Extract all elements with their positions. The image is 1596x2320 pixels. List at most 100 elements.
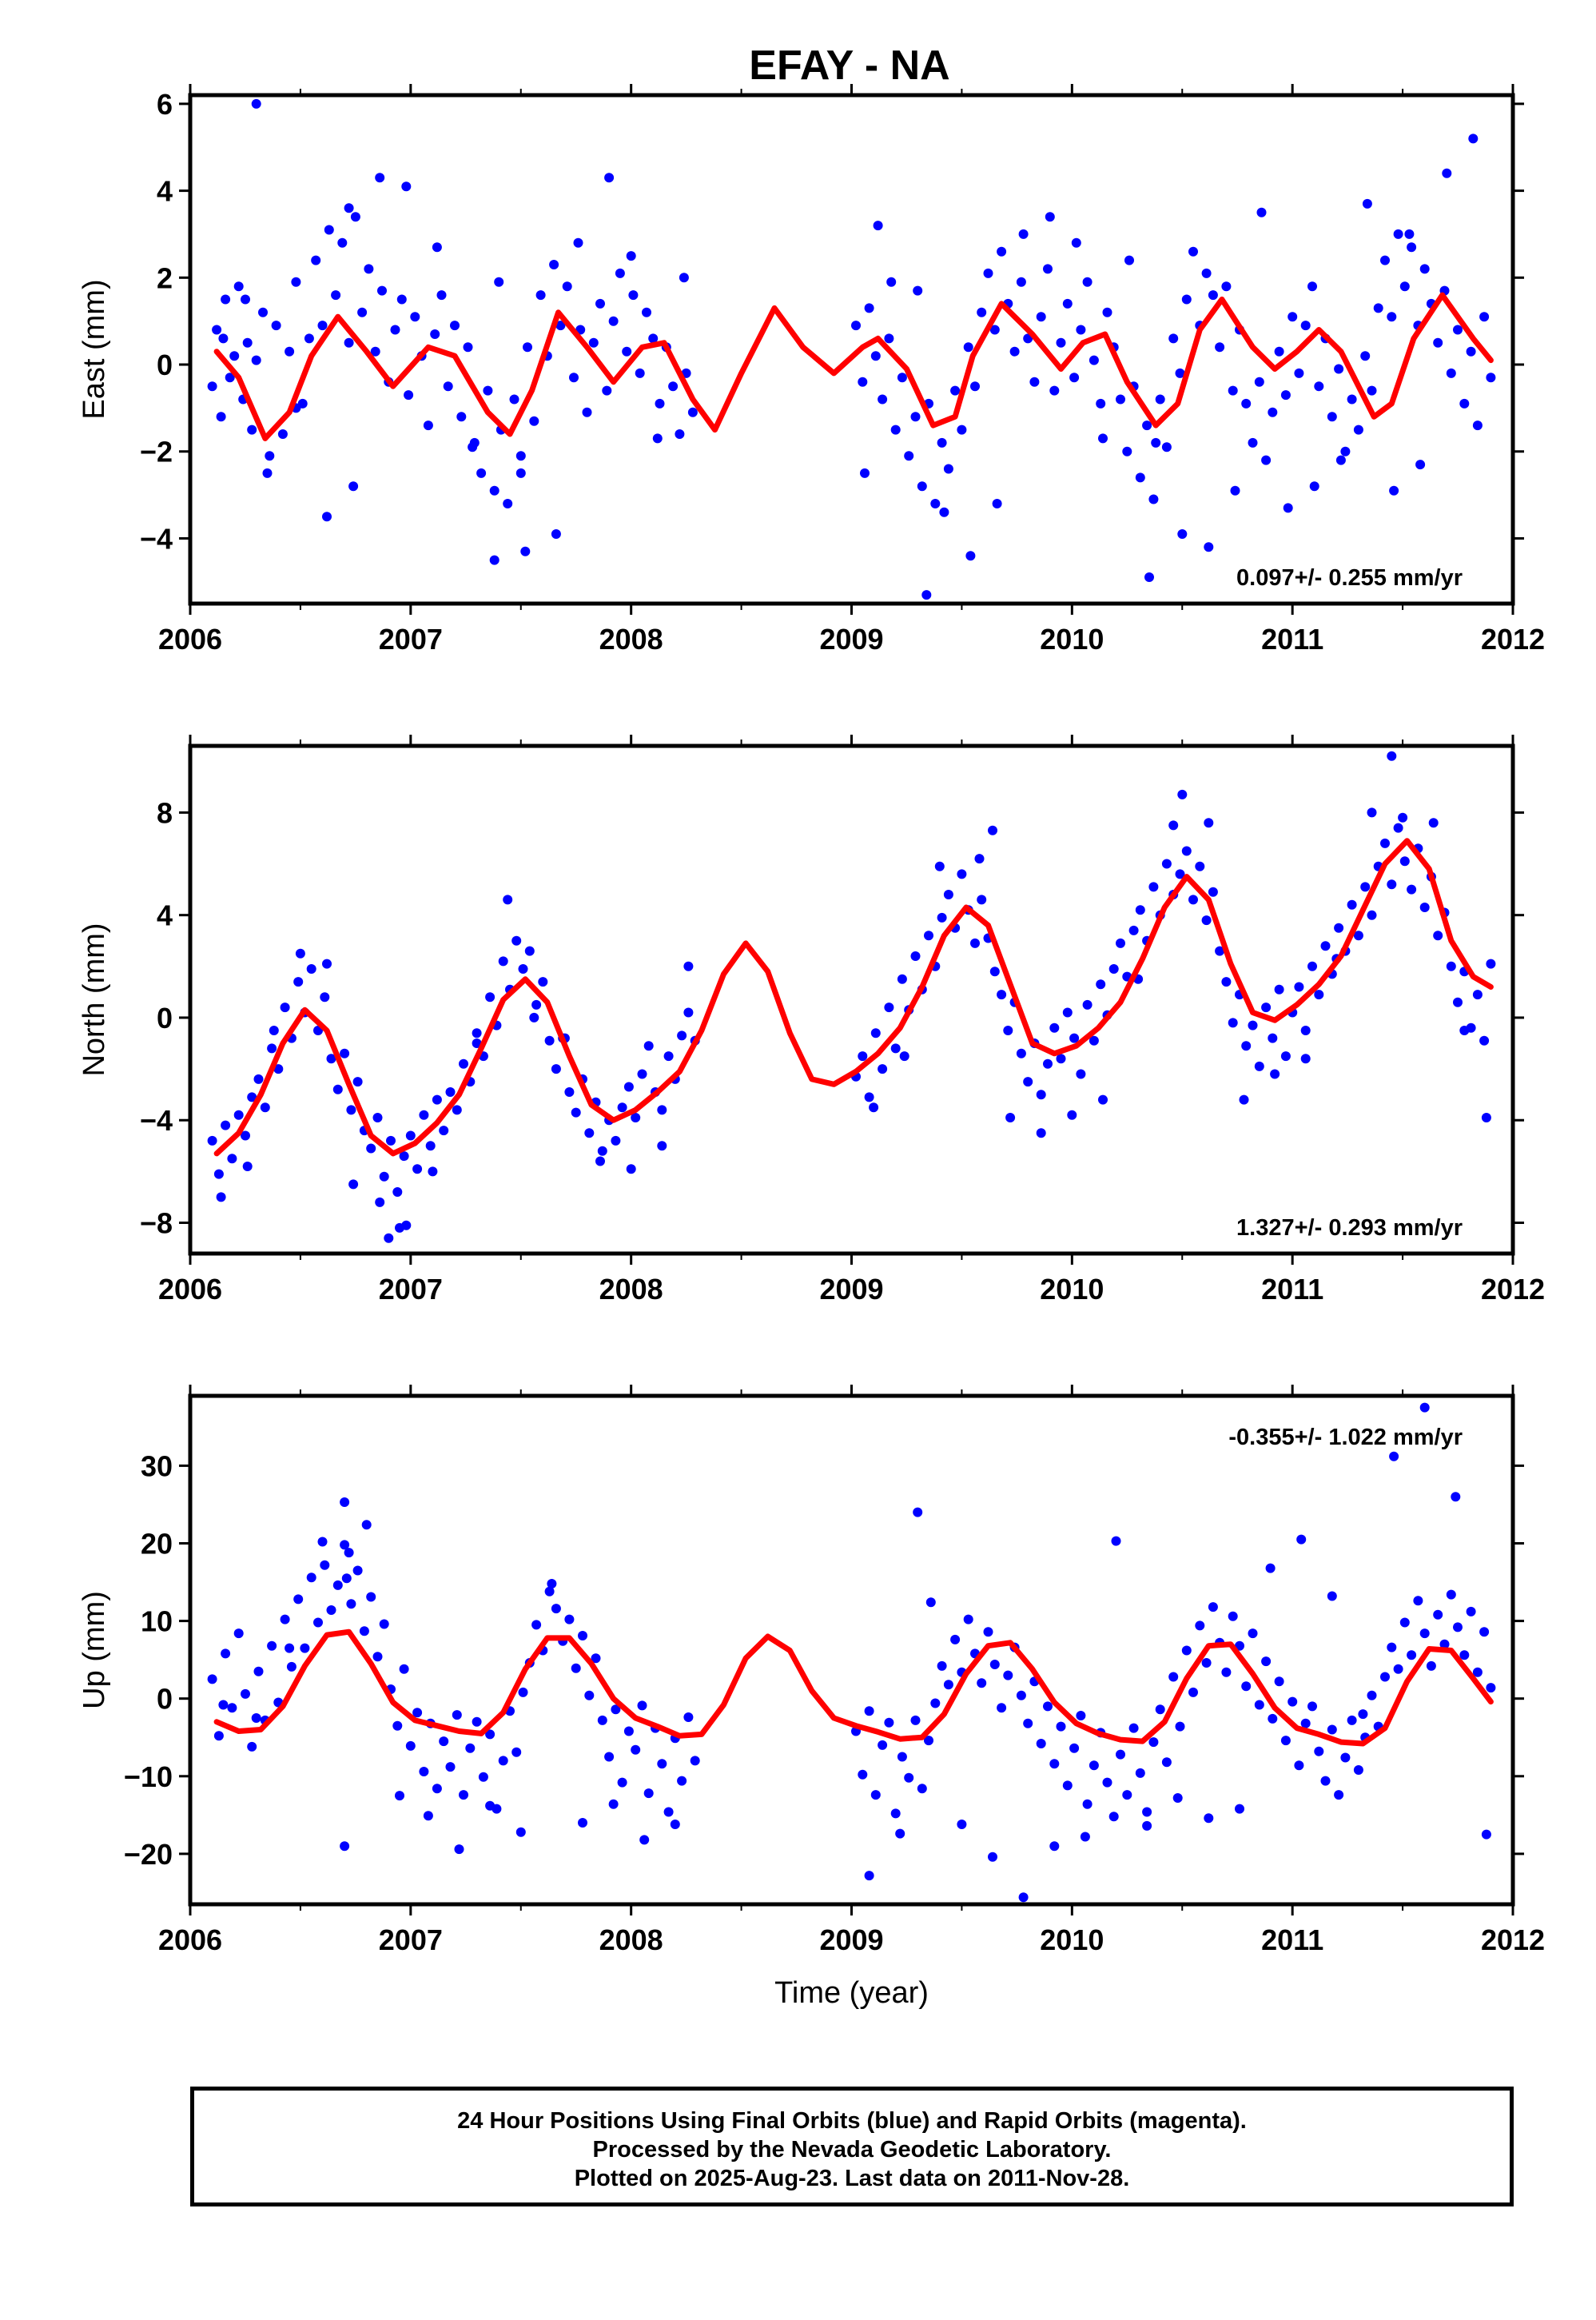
data-point: [213, 1731, 224, 1741]
data-point: [1280, 1051, 1291, 1062]
data-point: [683, 1712, 694, 1722]
data-point: [1270, 1069, 1280, 1079]
data-point: [1029, 377, 1040, 387]
data-point: [241, 294, 250, 305]
data-point: [465, 1743, 476, 1753]
data-point: [348, 1179, 359, 1190]
data-point: [555, 321, 566, 331]
data-point: [419, 1110, 429, 1120]
data-point: [1479, 1035, 1490, 1046]
data-point: [1398, 812, 1408, 823]
data-point: [1261, 455, 1272, 465]
data-point: [344, 203, 354, 213]
data-point: [648, 333, 659, 344]
data-point: [445, 1087, 456, 1097]
data-point: [904, 451, 914, 461]
data-point: [1353, 931, 1363, 941]
data-point: [361, 1520, 372, 1530]
data-point: [399, 1151, 409, 1162]
y-tick-label: −2: [140, 436, 173, 468]
data-point: [1177, 789, 1188, 799]
data-point: [897, 1752, 907, 1762]
data-point: [1062, 298, 1073, 309]
data-point: [860, 468, 870, 478]
data-point: [529, 1012, 539, 1022]
data-point: [1056, 1054, 1066, 1064]
data-point: [520, 546, 531, 556]
y-axis-label: Up (mm): [78, 1591, 111, 1709]
data-point: [1128, 1723, 1139, 1733]
data-point: [670, 1820, 680, 1829]
data-point: [1472, 421, 1483, 431]
data-point: [615, 268, 625, 278]
y-axis-label: East (mm): [78, 279, 111, 419]
data-point: [963, 342, 973, 353]
data-point: [1049, 1022, 1060, 1033]
data-point: [1300, 1718, 1311, 1728]
y-tick-label: −10: [124, 1760, 173, 1793]
data-point: [515, 1827, 526, 1837]
data-point: [1479, 1627, 1490, 1637]
data-point: [957, 869, 967, 879]
data-point: [247, 1092, 257, 1102]
data-point: [233, 1628, 244, 1639]
data-point: [425, 1141, 436, 1151]
data-point: [1148, 494, 1159, 504]
data-point: [970, 938, 980, 948]
data-point: [1380, 1672, 1390, 1682]
data-point: [873, 221, 883, 231]
data-point: [1076, 325, 1086, 335]
x-tick-label: 2010: [1040, 1923, 1104, 1956]
data-point: [1360, 351, 1371, 361]
data-point: [1481, 1113, 1491, 1122]
data-point: [657, 1759, 667, 1769]
data-point: [1168, 820, 1179, 831]
data-point: [611, 1135, 621, 1146]
data-point: [331, 290, 341, 301]
data-point: [1155, 394, 1165, 405]
data-point: [1082, 999, 1093, 1010]
data-point: [432, 1784, 442, 1794]
data-point: [997, 1703, 1007, 1713]
caption-line-1: 24 Hour Positions Using Final Orbits (bl…: [457, 2108, 1247, 2134]
data-point: [591, 1653, 601, 1664]
data-point: [1124, 255, 1134, 265]
model-curve: [213, 1628, 1494, 1747]
data-point: [1268, 407, 1278, 417]
data-point: [869, 1102, 879, 1113]
data-point: [285, 346, 295, 357]
data-point: [595, 298, 605, 309]
x-tick-label: 2012: [1481, 623, 1545, 656]
data-point: [344, 337, 354, 348]
data-point: [1168, 1672, 1179, 1682]
data-point: [1280, 390, 1291, 401]
data-point: [485, 992, 496, 1003]
data-point: [472, 1028, 482, 1038]
data-point: [635, 368, 645, 378]
data-point: [578, 1631, 587, 1640]
data-point: [375, 173, 385, 183]
data-point: [1415, 460, 1426, 470]
data-point: [1387, 1642, 1397, 1652]
data-point: [677, 1030, 687, 1041]
data-point: [377, 285, 387, 296]
rate-label: 1.327+/- 0.293 mm/yr: [1236, 1215, 1463, 1241]
data-point: [1459, 1650, 1470, 1660]
data-point: [251, 98, 261, 109]
data-point: [937, 912, 947, 923]
data-point: [1188, 895, 1198, 905]
data-point: [1201, 1658, 1212, 1668]
data-point: [340, 1540, 350, 1550]
data-point: [925, 1597, 936, 1608]
data-point: [913, 285, 923, 296]
data-point: [1314, 990, 1324, 1000]
data-point: [1062, 1780, 1073, 1791]
data-point: [597, 1146, 607, 1156]
data-point: [1036, 1739, 1046, 1748]
data-point: [396, 294, 407, 305]
data-point: [518, 1687, 528, 1697]
data-point: [344, 1548, 354, 1558]
data-point: [1380, 838, 1390, 848]
data-point: [623, 1726, 634, 1736]
data-point: [1241, 398, 1252, 409]
